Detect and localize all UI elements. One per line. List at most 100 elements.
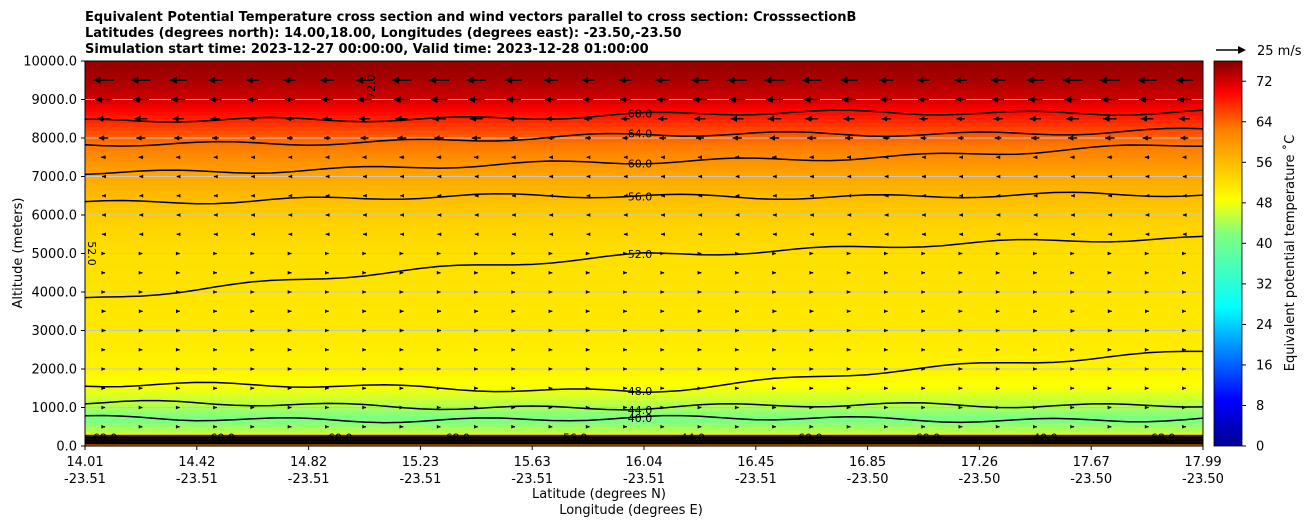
wind-vector-arrow-icon xyxy=(734,386,739,391)
wind-vector-arrow-icon xyxy=(623,309,627,314)
wind-vector-arrow-icon xyxy=(399,405,404,410)
wind-vector-arrow-icon xyxy=(101,367,106,371)
wind-vector-arrow-icon xyxy=(879,77,886,84)
wind-vector-arrow-icon xyxy=(139,174,144,179)
wind-vector-arrow-icon xyxy=(882,135,888,141)
theta-e-band xyxy=(85,107,1203,112)
wind-vector-arrow-icon xyxy=(1062,76,1070,84)
theta-e-band xyxy=(85,149,1203,154)
wind-vector-arrow-icon xyxy=(697,347,702,352)
wind-vector-arrow-icon xyxy=(697,328,702,333)
wind-vector-arrow-icon xyxy=(247,96,254,103)
quiver-key: 25 m/s xyxy=(1216,44,1302,59)
wind-vector-arrow-icon xyxy=(101,386,106,391)
wind-vector-arrow-icon xyxy=(474,155,479,160)
wind-vector-arrow-icon xyxy=(1145,193,1150,198)
wind-vector-arrow-icon xyxy=(1066,115,1073,122)
wind-vector-arrow-icon xyxy=(922,232,926,237)
wind-vector-arrow-icon xyxy=(512,193,516,198)
wind-vector-arrow-icon xyxy=(767,115,775,122)
wind-vector-arrow-icon xyxy=(884,290,888,294)
wind-vector-arrow-icon xyxy=(809,251,814,256)
wind-vector-arrow-icon xyxy=(764,76,772,84)
wind-vector-arrow-icon xyxy=(810,193,814,198)
wind-vector-arrow-icon xyxy=(586,174,591,179)
theta-e-band xyxy=(85,184,1203,189)
wind-vector-arrow-icon xyxy=(1182,328,1186,333)
wind-vector-arrow-icon xyxy=(287,290,292,294)
contour-line-44.0 xyxy=(84,399,1204,411)
theta-e-band xyxy=(85,249,1203,255)
wind-vector-arrow-icon xyxy=(661,213,665,217)
wind-vector-arrow-icon xyxy=(772,174,777,179)
wind-vector-arrow-icon xyxy=(846,251,851,256)
wind-vector-arrow-icon xyxy=(287,328,292,333)
wind-vector-arrow-icon xyxy=(957,135,963,141)
wind-vector-arrow-icon xyxy=(208,77,215,84)
theta-e-band xyxy=(85,288,1203,293)
wind-vector-arrow-icon xyxy=(884,424,888,429)
wind-vector-arrow-icon xyxy=(362,424,366,429)
contour-line-60.0 xyxy=(84,144,1204,176)
wind-vector-arrow-icon xyxy=(176,174,181,179)
wind-vector-arrow-icon xyxy=(772,309,777,314)
wind-vector-arrow-icon xyxy=(138,251,143,256)
wind-vector-arrow-icon xyxy=(506,96,513,103)
wind-vector-arrow-icon xyxy=(1071,193,1075,198)
colorbar-tick-label: 16 xyxy=(1256,358,1273,373)
wind-vector-arrow-icon xyxy=(1026,76,1034,84)
theta-e-band xyxy=(85,230,1203,235)
wind-vector-arrow-icon xyxy=(735,174,740,179)
wind-vector-arrow-icon xyxy=(581,77,588,84)
wind-vector-arrow-icon xyxy=(1070,251,1075,256)
wind-vector-arrow-icon xyxy=(734,424,739,429)
wind-vector-arrow-icon xyxy=(996,155,1001,160)
wind-vector-arrow-icon xyxy=(95,96,102,103)
wind-vector-arrow-icon xyxy=(884,309,888,314)
wind-vector-arrow-icon xyxy=(1145,309,1149,314)
theta-e-contour-lines xyxy=(84,109,1204,445)
wind-vector-arrow-icon xyxy=(661,232,665,237)
wind-vector-arrow-icon xyxy=(1101,96,1109,103)
x-axis-label-longitude: Longitude (degrees E) xyxy=(559,503,703,518)
contour-line-40.0 xyxy=(84,414,1204,424)
wind-vector-arrow-icon xyxy=(884,347,888,352)
wind-vector-arrow-icon xyxy=(1033,270,1037,275)
theta-e-band xyxy=(85,430,1203,436)
wind-vector-arrow-icon xyxy=(958,309,963,314)
wind-vector-arrow-icon xyxy=(436,347,441,352)
wind-vector-arrow-icon xyxy=(251,155,255,160)
theta-e-band xyxy=(85,191,1203,197)
wind-vector-arrow-icon xyxy=(958,270,963,275)
wind-vector-arrow-icon xyxy=(392,76,400,84)
wind-vector-arrow-icon xyxy=(175,251,180,256)
wind-vector-arrow-icon xyxy=(884,251,888,256)
wind-vector-arrow-icon xyxy=(1144,251,1149,256)
theta-e-band xyxy=(85,415,1203,420)
wind-vector-arrow-icon xyxy=(512,232,516,237)
wind-vector-arrow-icon xyxy=(959,232,963,237)
wind-vector-arrow-icon xyxy=(437,213,442,217)
wind-vector-arrow-icon xyxy=(213,290,217,294)
theta-e-band xyxy=(85,357,1203,362)
contour-label-64.0: 64.0 xyxy=(628,128,653,141)
wind-vector-arrow-icon xyxy=(884,174,889,179)
wind-vector-arrow-icon xyxy=(136,135,142,141)
y-tick-label: 4000.0 xyxy=(32,286,78,301)
theta-e-band xyxy=(85,384,1203,389)
wind-vector-arrow-icon xyxy=(138,155,143,160)
wind-vector-arrow-icon xyxy=(548,328,553,333)
theta-e-band xyxy=(85,87,1203,93)
wind-vector-arrow-icon xyxy=(213,174,218,179)
wind-vector-arrow-icon xyxy=(772,232,777,237)
colorbar-tick-label: 8 xyxy=(1256,399,1264,414)
wind-vector-arrow-icon xyxy=(1145,213,1150,217)
theta-e-band xyxy=(85,122,1203,128)
wind-vector-arrow-icon xyxy=(209,96,216,103)
wind-vector-arrow-icon xyxy=(1137,76,1145,84)
wind-vector-arrow-icon xyxy=(362,251,366,256)
wind-vector-arrow-icon xyxy=(436,386,441,391)
wind-vector-arrow-icon xyxy=(138,367,143,371)
wind-vector-arrow-icon xyxy=(769,135,775,141)
